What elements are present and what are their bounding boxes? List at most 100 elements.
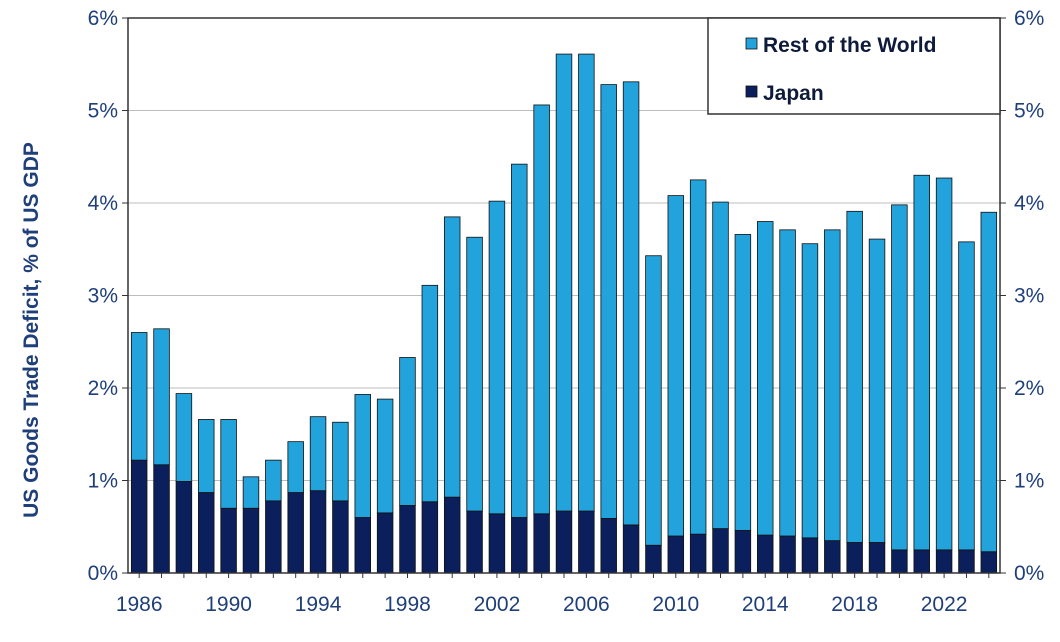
bar-japan (622, 524, 640, 574)
y-axis-title: US Goods Trade Deficit, % of US GDP (20, 142, 43, 518)
bar-rest-of-world (757, 221, 774, 536)
bar-rest-of-world (667, 195, 685, 537)
bar-japan (175, 481, 193, 574)
y2-tick-label: 5% (1014, 100, 1044, 123)
bar-rest-of-world (466, 236, 483, 512)
y-tick-label: 2% (88, 377, 118, 400)
bar-japan (511, 517, 528, 574)
bar-japan (555, 510, 573, 574)
bar-japan (376, 512, 394, 574)
bar-japan (689, 533, 707, 574)
axis-ticks (122, 17, 1006, 578)
bar-japan (891, 549, 908, 574)
bar-rest-of-world (443, 216, 461, 498)
bar-japan (868, 542, 886, 574)
bar-rest-of-world (153, 328, 170, 466)
bar-japan (935, 549, 953, 574)
bar-japan (242, 507, 260, 574)
bar-japan (779, 535, 796, 574)
y-tick-label: 4% (88, 192, 118, 215)
y-tick-label: 0% (88, 562, 118, 585)
x-tick-label: 2014 (742, 593, 789, 616)
bar-rest-of-world (980, 211, 998, 553)
y-tick-label: 5% (88, 100, 118, 123)
legend: Rest of the World Japan (707, 17, 1001, 115)
bar-japan (801, 537, 819, 574)
bar-japan (958, 549, 975, 574)
x-tick-label: 2010 (652, 593, 699, 616)
bar-japan (488, 513, 506, 574)
x-tick-label: 1986 (116, 593, 163, 616)
bar-rest-of-world (913, 174, 930, 551)
bar-rest-of-world (578, 53, 595, 512)
bar-rest-of-world (332, 421, 349, 502)
bar-japan (734, 530, 752, 574)
bar-rest-of-world (645, 255, 662, 546)
bar-rest-of-world (242, 476, 260, 509)
x-tick-label: 2018 (831, 593, 878, 616)
bar-rest-of-world (220, 419, 237, 509)
bar-japan (421, 501, 439, 574)
y-tick-label: 6% (88, 7, 118, 30)
bar-rest-of-world (421, 284, 439, 503)
bar-rest-of-world (354, 394, 371, 518)
bar-rest-of-world (555, 53, 573, 512)
bar-rest-of-world (846, 210, 863, 543)
y2-tick-label: 2% (1014, 377, 1044, 400)
bar-rest-of-world (779, 229, 796, 537)
x-tick-label: 2022 (921, 593, 968, 616)
bar-rest-of-world (801, 243, 819, 539)
bar-rest-of-world (734, 234, 752, 531)
bar-japan (198, 492, 215, 574)
bar-japan (667, 535, 685, 574)
bar-rest-of-world (175, 393, 193, 482)
y2-tick-label: 0% (1014, 562, 1044, 585)
bar-japan (265, 500, 282, 574)
bar-japan (913, 549, 930, 574)
bar-rest-of-world (265, 459, 282, 502)
y-tick-label: 3% (88, 285, 118, 308)
bar-japan (153, 464, 170, 574)
bar-rest-of-world (287, 441, 304, 493)
bar-japan (287, 492, 304, 574)
x-axis-labels: 1986 1990 1994 1998 2002 2006 2010 2014 2018 2022 (116, 593, 968, 616)
x-tick-label: 1994 (295, 593, 342, 616)
bar-rest-of-world (824, 229, 841, 542)
bar-rest-of-world (198, 419, 215, 493)
bar-japan (578, 510, 595, 574)
bar-rest-of-world (891, 204, 908, 551)
y2-tick-label: 3% (1014, 285, 1044, 308)
bar-rest-of-world (376, 398, 394, 514)
y2-tick-label: 6% (1014, 7, 1044, 30)
bar-rest-of-world (712, 201, 729, 530)
bar-rest-of-world (130, 332, 148, 461)
bar-rest-of-world (399, 357, 416, 506)
bar-japan (980, 551, 998, 574)
x-tick-label: 2006 (563, 593, 610, 616)
bar-japan (220, 507, 237, 574)
bar-japan (645, 544, 662, 574)
bar-japan (309, 490, 327, 574)
bar-rest-of-world (600, 84, 617, 519)
bar-japan (757, 534, 774, 574)
bar-japan (712, 528, 729, 574)
legend-label: Rest of the World (763, 34, 936, 57)
bar-rest-of-world (533, 104, 550, 515)
bar-japan (130, 459, 148, 574)
bar-japan (466, 510, 483, 574)
bar-rest-of-world (689, 179, 707, 535)
bar-japan (399, 505, 416, 574)
legend-swatch (745, 37, 758, 50)
y2-tick-label: 1% (1014, 470, 1044, 493)
bars (130, 53, 998, 574)
x-tick-label: 2002 (474, 593, 521, 616)
bar-japan (533, 513, 550, 574)
legend-box (707, 17, 1001, 115)
bar-rest-of-world (309, 416, 327, 492)
bar-rest-of-world (488, 200, 506, 515)
y2-axis-labels: 0% 1% 2% 3% 4% 5% 6% (1014, 7, 1044, 585)
bar-japan (846, 542, 863, 574)
bar-rest-of-world (935, 177, 953, 551)
x-tick-label: 1990 (205, 593, 252, 616)
